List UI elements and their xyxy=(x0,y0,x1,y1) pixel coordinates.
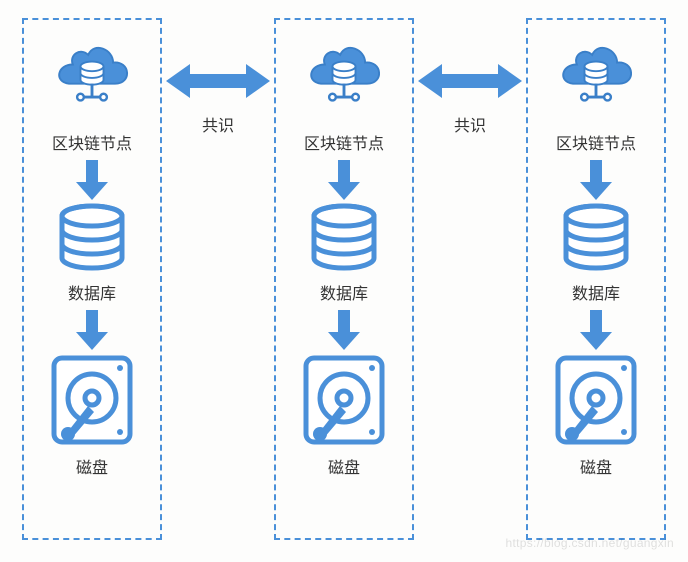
consensus-label: 共识 xyxy=(454,112,486,136)
node-column-3: 区块链节点 数据库 磁盘 xyxy=(526,18,666,540)
node-column-1: 区块链节点 数据库 磁盘 xyxy=(22,18,162,540)
down-arrow-icon xyxy=(324,308,364,352)
disk-label: 磁盘 xyxy=(76,454,108,478)
node-label: 区块链节点 xyxy=(556,130,636,154)
down-arrow-icon xyxy=(576,158,616,202)
down-arrow-icon xyxy=(72,308,112,352)
disk-label: 磁盘 xyxy=(580,454,612,478)
double-arrow-icon xyxy=(416,60,524,102)
db-label: 数据库 xyxy=(320,280,368,304)
node-label: 区块链节点 xyxy=(52,130,132,154)
cloud-node-icon xyxy=(296,28,392,124)
db-label: 数据库 xyxy=(68,280,116,304)
down-arrow-icon xyxy=(324,158,364,202)
cloud-node-icon xyxy=(548,28,644,124)
database-icon xyxy=(51,202,133,274)
database-icon xyxy=(555,202,637,274)
consensus-gap-2: 共识 xyxy=(415,18,525,136)
disk-icon xyxy=(552,352,640,448)
double-arrow-icon xyxy=(164,60,272,102)
down-arrow-icon xyxy=(576,308,616,352)
database-icon xyxy=(303,202,385,274)
disk-icon xyxy=(300,352,388,448)
db-label: 数据库 xyxy=(572,280,620,304)
consensus-label: 共识 xyxy=(202,112,234,136)
watermark-text: https://blog.csdn.net/guangxin xyxy=(506,536,674,550)
diagram-stage: 区块链节点 数据库 磁盘 共识 xyxy=(0,0,688,550)
cloud-node-icon xyxy=(44,28,140,124)
disk-label: 磁盘 xyxy=(328,454,360,478)
consensus-gap-1: 共识 xyxy=(163,18,273,136)
down-arrow-icon xyxy=(72,158,112,202)
node-column-2: 区块链节点 数据库 磁盘 xyxy=(274,18,414,540)
node-label: 区块链节点 xyxy=(304,130,384,154)
disk-icon xyxy=(48,352,136,448)
